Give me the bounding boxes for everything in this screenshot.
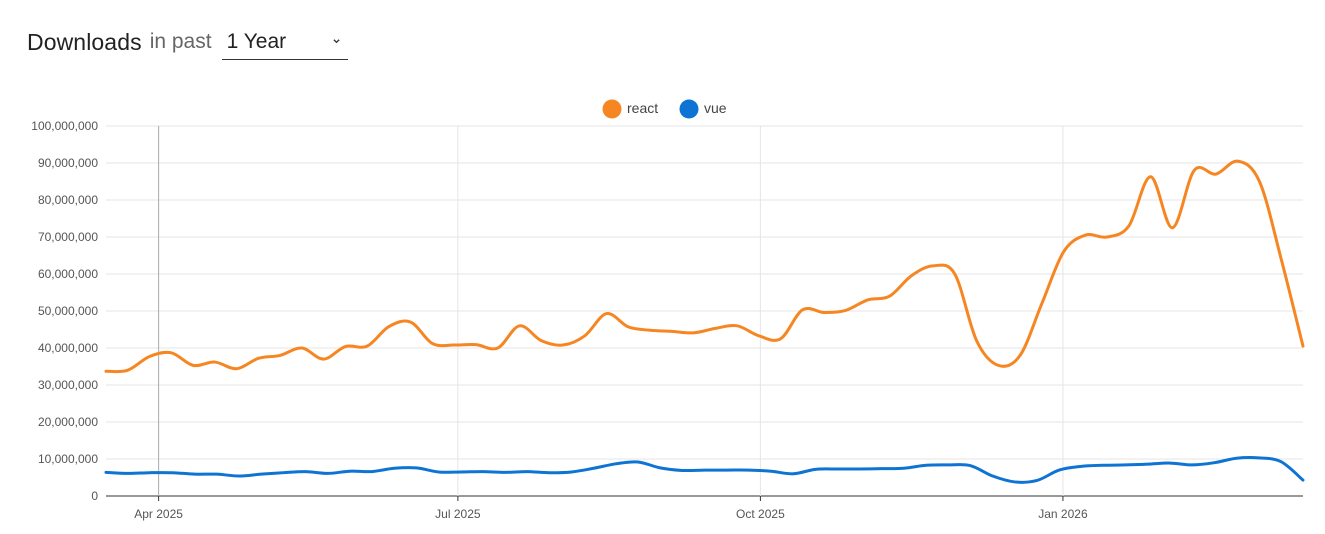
- horizontal-gridlines: [106, 125, 1303, 497]
- series-line-vue: [104, 456, 1305, 484]
- y-tick-label: 60,000,000: [38, 267, 98, 281]
- y-tick-label: 70,000,000: [38, 230, 98, 244]
- y-axis-tick-labels: 0 10,000,000 20,000,000 30,000,000 40,000,00…: [31, 119, 98, 503]
- y-tick-label: 20,000,000: [38, 415, 98, 429]
- legend-label-vue[interactable]: vue: [704, 100, 727, 116]
- legend: react vue: [602, 99, 727, 119]
- downloads-title: Downloads: [27, 28, 142, 55]
- legend-swatch-vue[interactable]: [679, 99, 699, 119]
- y-tick-label: 0: [91, 489, 98, 503]
- x-tick-label: Jul 2025: [435, 507, 481, 521]
- period-select[interactable]: 1 Year: [221, 25, 348, 60]
- legend-swatch-react[interactable]: [602, 99, 622, 119]
- y-tick-label: 40,000,000: [38, 341, 98, 355]
- legend-label-react[interactable]: react: [627, 100, 658, 116]
- series-lines: [104, 159, 1305, 484]
- y-tick-label: 50,000,000: [38, 304, 98, 318]
- series-line-react: [104, 159, 1305, 374]
- y-tick-label: 30,000,000: [38, 378, 98, 392]
- y-tick-label: 90,000,000: [38, 156, 98, 170]
- downloads-header: Downloads in past 1 Year: [27, 22, 348, 62]
- x-axis-tick-labels: Apr 2025 Jul 2025 Oct 2025 Jan 2026: [134, 507, 1088, 521]
- y-tick-label: 80,000,000: [38, 193, 98, 207]
- y-tick-label: 100,000,000: [31, 119, 98, 133]
- period-select-value: 1 Year: [226, 29, 287, 53]
- x-tick-label: Jan 2026: [1038, 507, 1088, 521]
- x-tick-label: Apr 2025: [134, 507, 183, 521]
- vertical-gridlines: [158, 126, 1064, 501]
- chevron-down-icon: [332, 38, 340, 43]
- period-prefix: in past: [149, 30, 212, 53]
- x-tick-label: Oct 2025: [736, 507, 785, 521]
- y-tick-label: 10,000,000: [38, 452, 98, 466]
